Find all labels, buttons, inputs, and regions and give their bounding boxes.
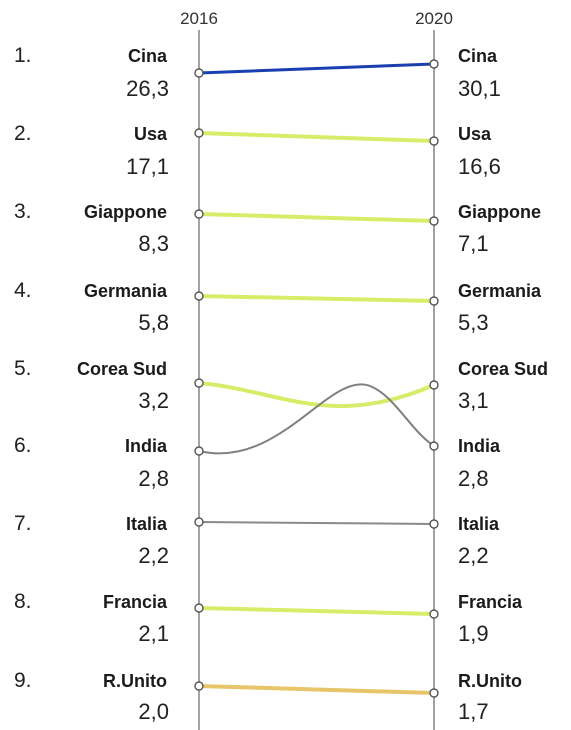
series-line-germania (197, 294, 436, 303)
country-label-2016-francia: Francia (103, 592, 168, 612)
rank-label: 5. (14, 357, 32, 380)
value-2020-italia: 2,2 (458, 543, 489, 568)
country-label-2016-usa: Usa (134, 124, 168, 144)
rank-label: 1. (14, 44, 32, 67)
point-2020-cina (429, 59, 439, 69)
point-2016-r-unito (194, 681, 204, 691)
country-label-2020-corea-sud: Corea Sud (458, 359, 548, 379)
series-line-r-unito (197, 684, 436, 695)
value-2016-corea-sud: 3,2 (138, 388, 169, 413)
series-line-francia (197, 606, 436, 616)
value-2020-usa: 16,6 (458, 154, 501, 179)
value-2020-francia: 1,9 (458, 621, 489, 646)
series-line-cina (197, 62, 436, 75)
rank-label: 9. (14, 669, 32, 692)
point-2016-francia (194, 603, 204, 613)
year-label-2020: 2020 (415, 9, 453, 28)
country-label-2020-italia: Italia (458, 514, 500, 534)
point-2016-corea-sud (194, 378, 204, 388)
country-label-2020-usa: Usa (458, 124, 492, 144)
value-2016-italia: 2,2 (138, 543, 169, 568)
rank-label: 2. (14, 122, 32, 145)
country-label-2016-germania: Germania (84, 281, 168, 301)
country-label-2016-giappone: Giappone (84, 202, 167, 222)
country-label-2016-italia: Italia (126, 514, 168, 534)
value-2016-francia: 2,1 (138, 621, 169, 646)
country-label-2020-cina: Cina (458, 46, 498, 66)
rank-label: 3. (14, 200, 32, 223)
value-2020-r-unito: 1,7 (458, 699, 489, 724)
point-2016-india (194, 446, 204, 456)
value-2020-corea-sud: 3,1 (458, 388, 489, 413)
point-2020-india (429, 441, 439, 451)
rank-label: 4. (14, 279, 32, 302)
rank-label: 8. (14, 590, 32, 613)
value-2016-usa: 17,1 (126, 154, 169, 179)
country-label-2020-r-unito: R.Unito (458, 671, 522, 691)
series-line-italia (198, 521, 435, 525)
series-line-giappone (197, 212, 436, 223)
country-label-2016-cina: Cina (128, 46, 168, 66)
point-2020-usa (429, 136, 439, 146)
value-2016-germania: 5,8 (138, 310, 169, 335)
country-label-2020-india: India (458, 436, 501, 456)
value-2020-germania: 5,3 (458, 310, 489, 335)
value-2016-r-unito: 2,0 (138, 699, 169, 724)
country-label-2016-corea-sud: Corea Sud (77, 359, 167, 379)
country-label-2020-germania: Germania (458, 281, 542, 301)
value-2020-cina: 30,1 (458, 76, 501, 101)
rank-label: 7. (14, 512, 32, 535)
value-2016-india: 2,8 (138, 466, 169, 491)
point-2020-r-unito (429, 688, 439, 698)
country-label-2016-r-unito: R.Unito (103, 671, 167, 691)
chart-rows: 1. Cina 26,3 Cina 30,1 2. Usa 17,1 Usa 16,6 3. Giap… (14, 44, 548, 724)
point-2016-italia (194, 517, 204, 527)
series-line-corea-sud (197, 381, 436, 409)
country-label-2020-francia: Francia (458, 592, 523, 612)
country-label-2020-giappone: Giappone (458, 202, 541, 222)
point-2020-germania (429, 296, 439, 306)
rank-label: 6. (14, 434, 32, 457)
point-2020-italia (429, 519, 439, 529)
year-label-2016: 2016 (180, 9, 218, 28)
point-2016-giappone (194, 209, 204, 219)
point-2020-corea-sud (429, 380, 439, 390)
value-2016-giappone: 8,3 (138, 231, 169, 256)
point-2016-usa (194, 128, 204, 138)
point-2016-germania (194, 291, 204, 301)
country-label-2016-india: India (125, 436, 168, 456)
series-line-india (198, 383, 435, 455)
value-2020-giappone: 7,1 (458, 231, 489, 256)
point-2020-francia (429, 609, 439, 619)
series-line-usa (197, 131, 436, 143)
point-2016-cina (194, 68, 204, 78)
point-2020-giappone (429, 216, 439, 226)
value-2016-cina: 26,3 (126, 76, 169, 101)
value-2020-india: 2,8 (458, 466, 489, 491)
